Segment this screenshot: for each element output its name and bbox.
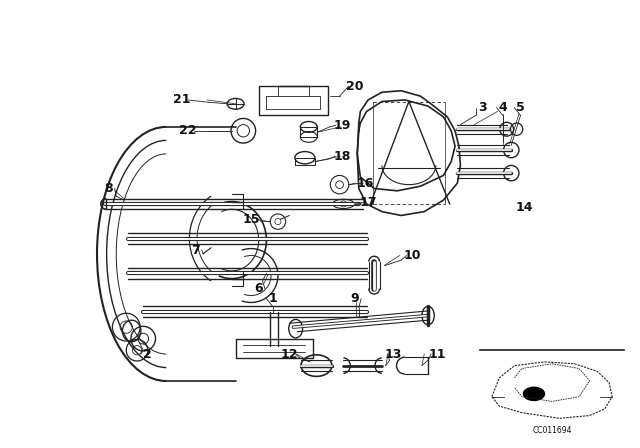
Text: 8: 8 [104, 182, 113, 195]
Text: 9: 9 [351, 292, 359, 305]
Text: CC011694: CC011694 [532, 426, 572, 435]
Text: 14: 14 [516, 201, 533, 214]
Text: 11: 11 [429, 348, 446, 361]
Text: 15: 15 [243, 213, 260, 226]
Text: 16: 16 [356, 177, 374, 190]
Text: 10: 10 [404, 249, 422, 262]
Circle shape [524, 387, 545, 401]
Text: 7: 7 [191, 244, 200, 257]
Text: 6: 6 [254, 282, 263, 295]
Text: 19: 19 [333, 119, 351, 132]
Text: 17: 17 [359, 196, 377, 209]
Text: 22: 22 [179, 124, 196, 137]
Text: 13: 13 [385, 348, 402, 361]
Text: 1: 1 [268, 292, 277, 305]
Bar [259, 86, 328, 116]
Text: 4: 4 [499, 101, 507, 114]
Text: 5: 5 [516, 101, 525, 114]
Text: 12: 12 [281, 348, 298, 361]
Text: 21: 21 [173, 94, 191, 107]
Text: 18: 18 [333, 150, 351, 163]
Text: 20: 20 [346, 80, 364, 93]
Text: 3: 3 [477, 101, 486, 114]
Text: 2: 2 [143, 348, 152, 361]
